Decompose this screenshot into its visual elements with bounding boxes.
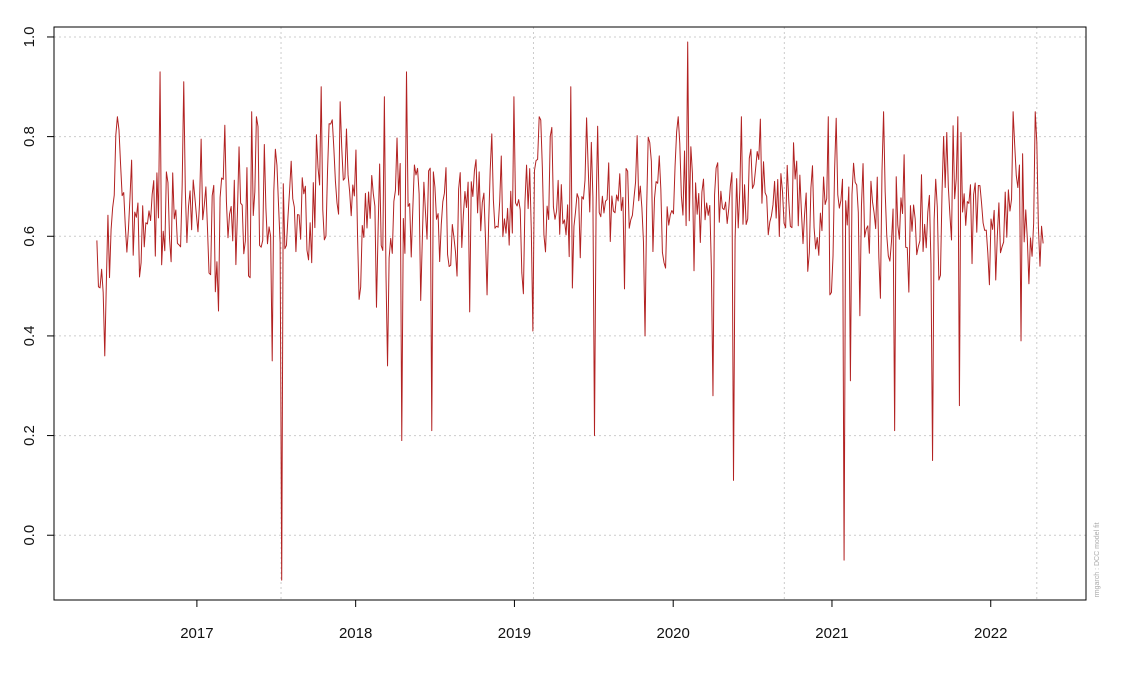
- x-tick-label: 2020: [657, 625, 690, 642]
- y-tick-label: 0.6: [21, 226, 38, 247]
- y-tick-label: 0.4: [21, 325, 38, 346]
- x-tick-label: 2017: [180, 625, 213, 642]
- series-line: [96, 41, 1044, 581]
- x-tick-label: 2019: [498, 625, 531, 642]
- x-tick-label: 2018: [339, 625, 372, 642]
- y-axis: 0.0 0.2 0.4 0.6 0.8 1.0: [21, 27, 54, 546]
- series-layer: [96, 41, 1044, 581]
- y-tick-label: 0.8: [21, 126, 38, 147]
- x-tick-label: 2021: [815, 625, 848, 642]
- y-tick-label: 0.2: [21, 425, 38, 446]
- credit-label: rmgarch : DCC model fit: [1094, 522, 1101, 597]
- x-tick-label: 2022: [974, 625, 1007, 642]
- x-axis: 2017 2018 2019 2020 2021 2022: [180, 599, 1007, 642]
- y-tick-label: 1.0: [21, 27, 38, 48]
- y-tick-label: 0.0: [21, 525, 38, 546]
